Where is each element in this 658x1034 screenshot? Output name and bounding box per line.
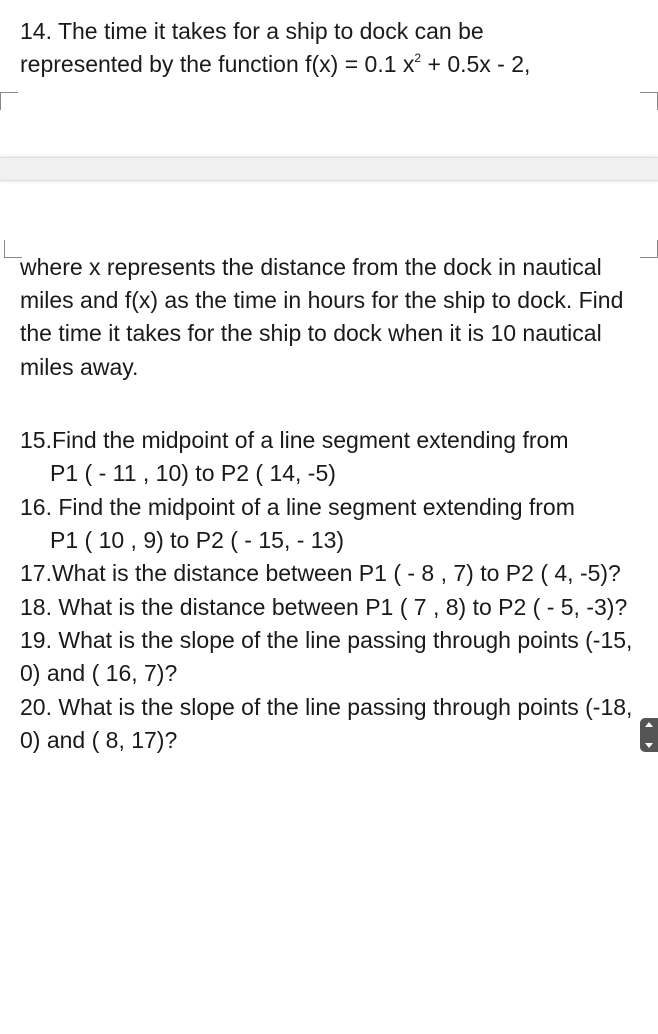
q14-continuation: where x represents the distance from the… bbox=[20, 251, 638, 384]
crop-mark-top-left bbox=[0, 92, 18, 110]
crop-mark-bottom-left bbox=[4, 240, 22, 258]
page-divider bbox=[0, 157, 658, 181]
q16-points: P1 ( 10 , 9) to P2 ( - 15, - 13) bbox=[20, 524, 638, 557]
q14-line2-post: + 0.5x - 2, bbox=[421, 51, 530, 77]
q15-text: 15.Find the midpoint of a line segment e… bbox=[20, 424, 638, 457]
q17-text: 17.What is the distance between P1 ( - 8… bbox=[20, 557, 638, 590]
scroll-up-icon bbox=[645, 722, 653, 727]
main-section: where x represents the distance from the… bbox=[0, 181, 658, 758]
scroll-down-icon bbox=[645, 743, 653, 748]
scroll-widget[interactable] bbox=[640, 718, 658, 752]
q16-text: 16. Find the midpoint of a line segment … bbox=[20, 491, 638, 524]
q18-text: 18. What is the distance between P1 ( 7 … bbox=[20, 591, 638, 624]
q14-line2-pre: represented by the function f(x) = 0.1 x bbox=[20, 51, 414, 77]
crop-mark-top-right bbox=[640, 92, 658, 110]
top-section: 14. The time it takes for a ship to dock… bbox=[0, 0, 658, 82]
q15-points: P1 ( - 11 , 10) to P2 ( 14, -5) bbox=[20, 457, 638, 490]
crop-mark-bottom-right bbox=[640, 240, 658, 258]
q20-text: 20. What is the slope of the line passin… bbox=[20, 691, 638, 758]
questions-block: 15.Find the midpoint of a line segment e… bbox=[20, 424, 638, 757]
q19-text: 19. What is the slope of the line passin… bbox=[20, 624, 638, 691]
q14-line1: 14. The time it takes for a ship to dock… bbox=[20, 15, 638, 48]
q14-line2: represented by the function f(x) = 0.1 x… bbox=[20, 48, 638, 81]
q14-exponent: 2 bbox=[414, 51, 421, 65]
